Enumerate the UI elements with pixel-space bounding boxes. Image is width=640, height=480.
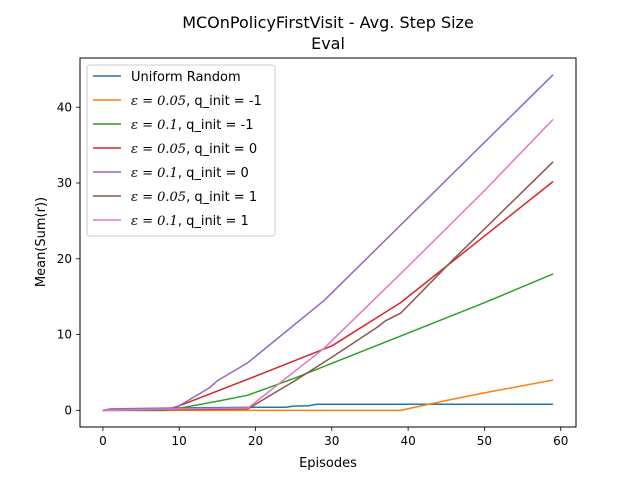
x-axis-label: Episodes [299,456,357,471]
x-tick-label-6: 60 [553,434,568,448]
legend-box [86,64,276,237]
y-tick-label-2: 20 [57,252,72,266]
x-tick-label-1: 10 [172,434,187,448]
y-tick-label-1: 10 [57,328,72,342]
y-axis-label: Mean(Sum(r)) [34,197,49,287]
legend-entry-2: ε = 0.1, q_init = -1 [131,118,254,133]
x-tick-label-5: 50 [477,434,492,448]
plot-frame [79,57,577,428]
x-tick-label-0: 0 [99,434,107,448]
legend-entry-0: Uniform Random [131,70,241,85]
legend-entry-4: ε = 0.1, q_init = 0 [131,166,249,181]
legend-entry-6: ε = 0.1, q_init = 1 [131,214,249,229]
series-line-4 [102,74,554,412]
x-tick-label-4: 40 [400,434,415,448]
y-tick-label-3: 30 [57,176,72,190]
series-line-6 [102,118,554,412]
x-axis: 0 10 20 30 40 50 60 [99,427,568,448]
y-axis: 0 10 20 30 40 [57,100,80,417]
y-tick-label-0: 0 [64,403,72,417]
series-line-5 [102,161,554,412]
legend-entry-3: ε = 0.05, q_init = 0 [131,142,257,157]
legend-entry-1: ε = 0.05, q_init = -1 [131,94,262,109]
x-tick-label-3: 30 [324,434,339,448]
x-tick-label-2: 20 [248,434,263,448]
legend-entry-5: ε = 0.05, q_init = 1 [131,190,257,205]
series-line-1 [102,379,554,412]
plot-series [102,74,554,412]
chart-title: MCOnPolicyFirstVisit - Avg. Step Size [182,13,474,32]
legend: Uniform Random ε = 0.05, q_init = -1 ε = 0… [86,64,276,237]
chart-subtitle: Eval [311,34,345,53]
y-tick-label-4: 40 [57,100,72,114]
